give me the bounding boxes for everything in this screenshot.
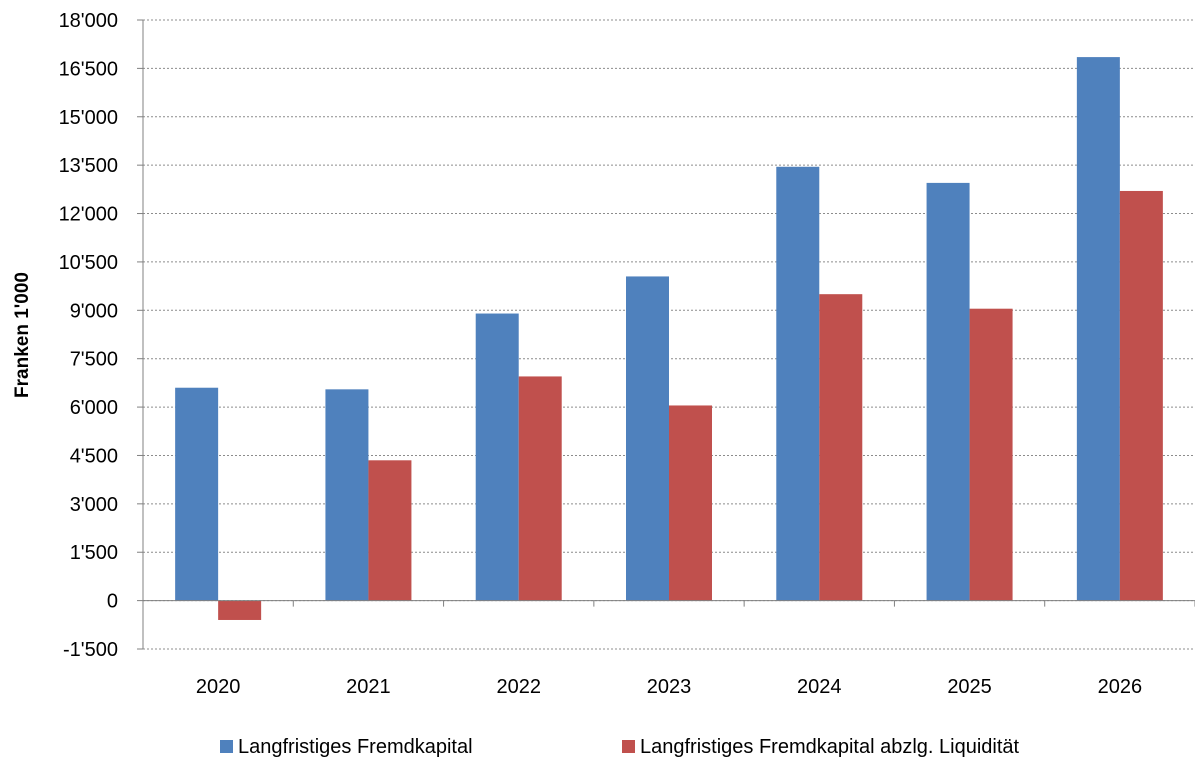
y-tick-label: 16'500	[59, 58, 118, 80]
x-tick-label: 2024	[797, 676, 842, 698]
bar-series-2-2021	[368, 460, 412, 601]
x-tick-label: 2020	[196, 676, 241, 698]
bar-series-1-2025	[926, 182, 970, 601]
y-tick-label: 10'500	[59, 252, 118, 274]
legend-label-2: Langfristiges Fremdkapital abzlg. Liquid…	[640, 736, 1020, 758]
y-axis-title: Franken 1'000	[12, 272, 33, 398]
legend-swatch-1	[220, 740, 233, 753]
bar-series-1-2020	[175, 387, 219, 601]
y-tick-label: 4'500	[70, 445, 118, 467]
bar-series-2-2026	[1119, 190, 1163, 601]
bar-series-1-2024	[776, 166, 820, 601]
y-tick-label: 3'000	[70, 494, 118, 516]
legend: Langfristiges Fremdkapital Langfristiges …	[220, 736, 1020, 758]
x-tick-labels: 2020 2021 2022 2023 2024 2025 2026	[196, 676, 1142, 698]
x-tick-label: 2026	[1098, 676, 1143, 698]
y-tick-label: 15'000	[59, 107, 118, 129]
bar-series-1-2022	[475, 313, 519, 601]
bar-series-1-2023	[626, 276, 669, 601]
legend-swatch-2	[622, 740, 635, 753]
bar-series-2-2024	[819, 294, 863, 601]
bar-series-2-2023	[669, 405, 712, 601]
x-tick-label: 2025	[947, 676, 992, 698]
x-tick-label: 2022	[496, 676, 541, 698]
y-tick-label: 9'000	[70, 300, 118, 322]
y-tick-label: 1'500	[70, 542, 118, 564]
bar-series-1-2026	[1076, 57, 1120, 601]
y-tick-label: 18'000	[59, 10, 118, 32]
y-tick-label: 6'000	[70, 397, 118, 419]
bar-series-2-2022	[518, 376, 562, 601]
legend-label-1: Langfristiges Fremdkapital	[238, 736, 473, 758]
y-tick-label: 12'000	[59, 204, 118, 226]
x-tick-label: 2021	[346, 676, 391, 698]
bars	[175, 57, 1163, 620]
y-tick-label: -1'500	[63, 639, 118, 661]
bar-series-2-2025	[969, 308, 1013, 601]
y-tick-label: 0	[107, 591, 118, 613]
bar-series-1-2021	[325, 389, 369, 601]
axes	[137, 19, 1195, 650]
y-tick-label: 7'500	[70, 349, 118, 371]
bar-series-2-2020	[218, 600, 262, 620]
x-tick-label: 2023	[647, 676, 692, 698]
y-tick-label: 13'500	[59, 155, 118, 177]
y-tick-labels: -1'500 0 1'500 3'000 4'500 6'000 7'500 9'000 10'…	[59, 10, 118, 661]
